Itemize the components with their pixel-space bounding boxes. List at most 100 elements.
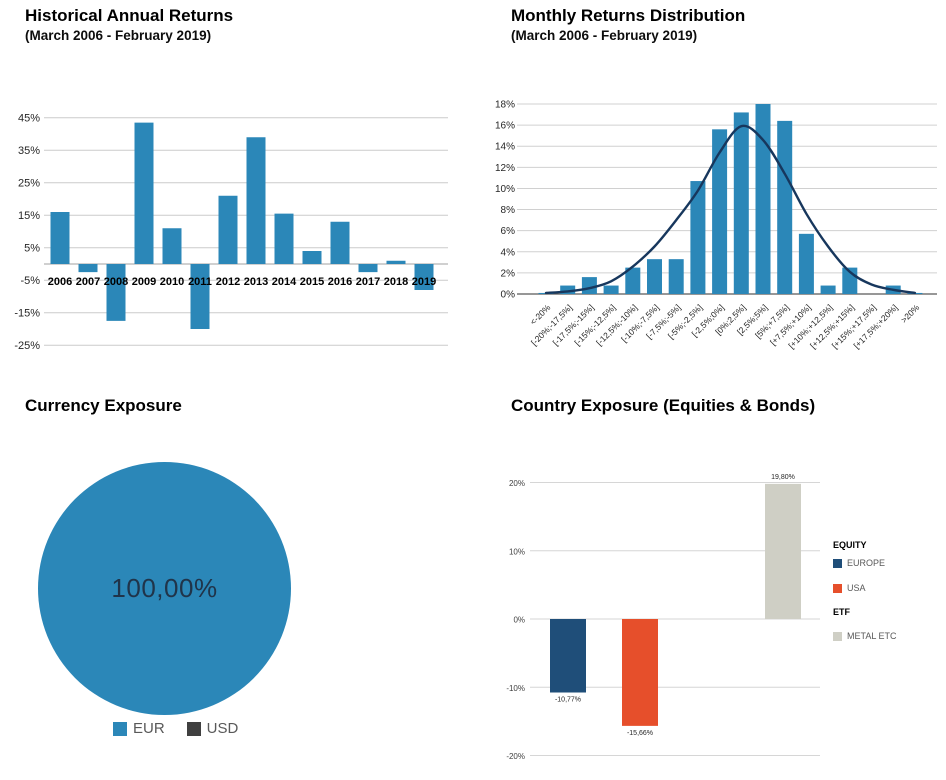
y-tick-label: 16%	[495, 121, 515, 132]
annual-return-bar	[414, 264, 434, 290]
exposure-value-label: -15,66%	[627, 730, 653, 737]
currency-exposure-title: Currency Exposure	[25, 396, 182, 415]
annual-return-bar	[246, 137, 266, 264]
y-tick-label: 45%	[18, 112, 40, 124]
annual-return-bar	[106, 264, 126, 321]
normal-curve	[544, 124, 917, 295]
annual-return-bar	[218, 195, 238, 264]
metal-etc-label: METAL ETC	[847, 631, 897, 641]
y-tick-label: 8%	[501, 205, 516, 216]
y-tick-label: 35%	[18, 145, 40, 157]
frequency-bar	[777, 120, 793, 295]
annual-return-bar	[162, 228, 182, 264]
frequency-bar	[668, 259, 684, 294]
country-exposure-title: Country Exposure (Equities & Bonds)	[511, 396, 816, 415]
monthly-distribution-chart: 18%16%14%12%10%8%6%4%2%0%<-20%[-20%;-17,…	[495, 99, 937, 351]
pie-value-label: 100,00%	[111, 573, 218, 603]
currency-exposure-panel: Currency Exposure 100,00% EUR USD	[0, 390, 473, 780]
legend-item-metal-etc: METAL ETC	[833, 631, 897, 641]
legend-item-eur: EUR	[113, 720, 165, 737]
y-tick-label: 18%	[495, 99, 515, 110]
currency-pie: 100,00%	[38, 462, 291, 715]
year-label: 2006	[48, 276, 72, 288]
frequency-bar	[560, 285, 576, 294]
monthly-distribution-panel: Monthly Returns Distribution (March 2006…	[473, 0, 946, 390]
annual-returns-subtitle: (March 2006 - February 2019)	[25, 28, 212, 43]
country-legend: EQUITY EUROPE USA ETF METAL ETC	[833, 540, 897, 641]
annual-return-bar	[330, 221, 350, 264]
year-label: 2011	[188, 276, 212, 288]
legend-header-equity: EQUITY	[833, 540, 867, 550]
usd-label: USD	[206, 720, 239, 737]
usa-swatch	[833, 583, 842, 593]
year-label: 2010	[160, 276, 184, 288]
annual-return-bar	[386, 260, 406, 264]
frequency-bar	[820, 285, 836, 294]
y-tick-label: -10%	[506, 684, 525, 693]
y-tick-label: 0%	[513, 616, 525, 625]
annual-return-bar	[274, 213, 294, 264]
year-label: 2014	[272, 276, 297, 288]
eur-label: EUR	[133, 720, 165, 737]
y-tick-label: 10%	[509, 547, 525, 556]
year-label: 2017	[356, 276, 380, 288]
annual-return-bar	[50, 212, 70, 264]
frequency-bar	[733, 112, 749, 294]
y-tick-label: -15%	[14, 307, 40, 319]
frequency-bar	[755, 103, 771, 294]
usa-label: USA	[847, 583, 866, 593]
y-tick-label: 4%	[501, 247, 516, 258]
frequency-bar	[690, 181, 706, 294]
annual-return-bar	[78, 264, 98, 273]
annual-return-bar	[190, 264, 210, 329]
legend-item-usa: USA	[833, 583, 897, 593]
monthly-distribution-title: Monthly Returns Distribution	[511, 6, 746, 25]
y-tick-label: 14%	[495, 142, 515, 153]
metal-etc-swatch	[833, 631, 842, 641]
year-label: 2019	[412, 276, 436, 288]
year-label: 2012	[216, 276, 240, 288]
eur-swatch	[113, 721, 127, 736]
bin-label: >20%	[899, 302, 922, 325]
frequency-bar	[581, 277, 597, 294]
year-label: 2016	[328, 276, 352, 288]
y-tick-label: 15%	[18, 210, 40, 222]
frequency-bar	[712, 129, 728, 294]
exposure-bar	[550, 619, 586, 693]
europe-swatch	[833, 558, 842, 568]
frequency-bar	[625, 267, 641, 294]
legend-item-europe: EUROPE	[833, 558, 897, 568]
annual-returns-title: Historical Annual Returns	[25, 6, 234, 25]
y-tick-label: -20%	[506, 752, 525, 761]
y-tick-label: 25%	[18, 177, 40, 189]
frequency-bar	[647, 259, 662, 294]
frequency-bar	[603, 285, 619, 294]
monthly-distribution-subtitle: (March 2006 - February 2019)	[511, 28, 698, 43]
legend-item-usd: USD	[186, 720, 239, 737]
year-label: 2008	[104, 276, 128, 288]
europe-label: EUROPE	[847, 558, 886, 568]
y-tick-label: 20%	[509, 479, 525, 488]
y-tick-label: 6%	[501, 226, 516, 237]
year-label: 2007	[76, 276, 100, 288]
y-tick-label: 2%	[501, 268, 516, 279]
usd-swatch	[186, 721, 201, 736]
exposure-bar	[622, 619, 658, 726]
y-tick-label: 5%	[24, 242, 40, 254]
year-label: 2013	[244, 276, 268, 288]
y-tick-label: 12%	[495, 163, 515, 174]
exposure-bar	[765, 483, 801, 619]
frequency-bar	[798, 233, 814, 294]
annual-return-bar	[302, 251, 322, 264]
legend-header-etf: ETF	[833, 607, 850, 617]
exposure-value-label: -10,77%	[555, 697, 581, 704]
annual-return-bar	[134, 122, 154, 264]
annual-return-bar	[358, 264, 378, 273]
year-label: 2018	[384, 276, 408, 288]
y-tick-label: -25%	[14, 340, 40, 352]
currency-legend: EUR USD	[113, 720, 238, 737]
annual-returns-chart: 45% 35% 25% 15% 5% -5% -15% -25% 2006 2007 2008 200…	[14, 112, 448, 352]
year-label: 2015	[300, 276, 324, 288]
exposure-value-label: 19,80%	[771, 474, 795, 481]
y-tick-label: 10%	[495, 184, 515, 195]
